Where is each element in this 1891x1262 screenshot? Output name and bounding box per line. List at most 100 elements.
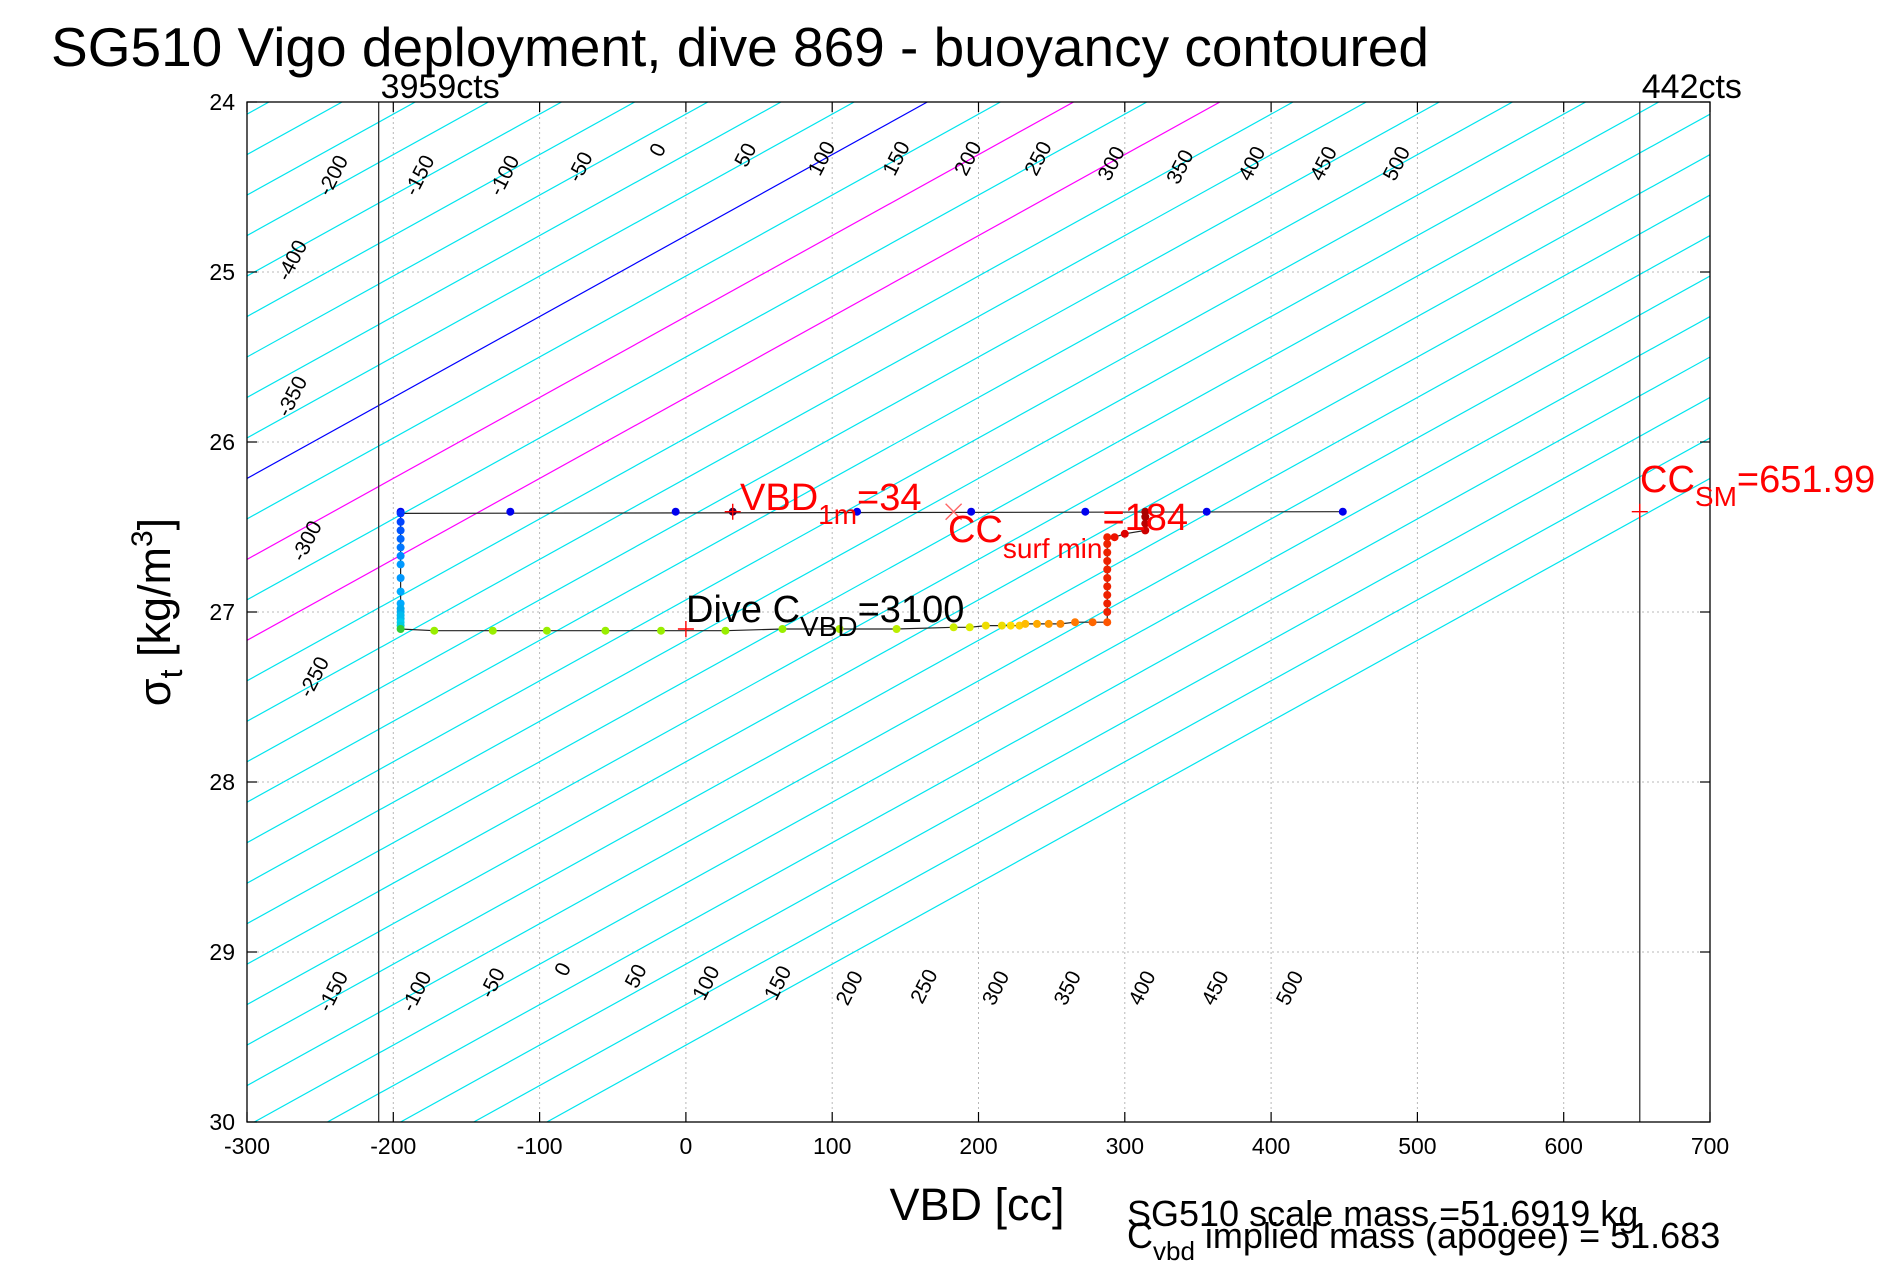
- x-tick-label: 300: [1106, 1133, 1144, 1159]
- plus-marker: [677, 621, 694, 637]
- contour-line-magenta: [247, 102, 1074, 561]
- plus-marker: [724, 503, 741, 520]
- contour-line-magenta: [247, 102, 1221, 642]
- reference-line-label: 3959cts: [381, 68, 500, 106]
- dive-point: [1081, 507, 1090, 516]
- dive-point: [542, 626, 551, 635]
- contour-line: [247, 275, 1710, 1087]
- dive-point: [949, 623, 958, 632]
- dive-point: [965, 623, 974, 632]
- dive-point: [1006, 621, 1015, 630]
- reference-line-label: 442cts: [1642, 68, 1742, 106]
- dive-point: [430, 626, 439, 635]
- x-tick-label: 0: [680, 1133, 693, 1159]
- x-axis-ticks: -300 -200 -100 0 100 200 300 400 500 600 700: [224, 102, 1729, 1159]
- dive-point: [1110, 533, 1119, 542]
- dive-point: [853, 507, 862, 516]
- contour-line: [247, 153, 1710, 965]
- dive-point: [396, 551, 405, 560]
- y-axis-label: σt [kg/m3]: [126, 518, 189, 706]
- contour-line: [247, 194, 1710, 1006]
- contour-lines: [247, 102, 1710, 1122]
- contour-line: [247, 102, 782, 399]
- dive-point: [396, 526, 405, 535]
- dive-point: [1141, 526, 1150, 535]
- contour-line: [247, 113, 1710, 925]
- dive-point: [892, 625, 901, 633]
- dive-points: [396, 507, 1347, 635]
- dive-point: [396, 574, 405, 582]
- contour-line-zero: [247, 102, 928, 480]
- footer-implied-mass: Cvbd implied mass (apogee) = 51.683: [1127, 1215, 1720, 1262]
- dive-point: [1103, 591, 1112, 599]
- dive-point: [396, 543, 405, 552]
- dive-point: [1338, 507, 1347, 516]
- contour-line: [247, 102, 1440, 763]
- dive-point: [967, 507, 976, 516]
- dive-point: [396, 509, 405, 518]
- y-tick-label: 27: [209, 599, 235, 625]
- dive-point: [488, 626, 497, 635]
- dive-point: [396, 517, 405, 526]
- y-tick-label: 28: [209, 769, 235, 795]
- x-tick-label: 700: [1691, 1133, 1729, 1159]
- dive-point: [1103, 548, 1112, 557]
- x-tick-label: 200: [959, 1133, 997, 1159]
- dive-point: [1088, 618, 1097, 627]
- contour-line: [247, 234, 1710, 1046]
- dive-point: [396, 587, 405, 596]
- dive-point: [1103, 557, 1112, 565]
- contour-line: [247, 102, 1513, 803]
- reference-lines: 3959cts 442cts: [378, 68, 1742, 1122]
- contour-line: [473, 437, 1710, 1122]
- markers: [677, 503, 1648, 637]
- chart-title: SG510 Vigo deployment, dive 869 - buoyan…: [51, 16, 1429, 78]
- dive-point: [396, 625, 405, 633]
- contour-line: [327, 356, 1710, 1122]
- x-tick-label: 100: [813, 1133, 851, 1159]
- contour-line: [247, 102, 1001, 520]
- dive-point: [1141, 519, 1150, 528]
- dive-point: [1120, 529, 1129, 538]
- x-tick-label: 400: [1252, 1133, 1290, 1159]
- contour-line: [247, 102, 709, 358]
- y-tick-label: 26: [209, 429, 235, 455]
- dive-point: [1033, 619, 1042, 628]
- contour-line: [247, 102, 1367, 722]
- dive-point: [1103, 608, 1112, 616]
- vbd-1m-annotation: VBD1m=34: [740, 477, 922, 530]
- dive-point: [1202, 507, 1211, 516]
- contour-line: [400, 396, 1710, 1122]
- dive-point: [1071, 618, 1080, 627]
- contour-line: [247, 102, 1148, 601]
- grid-lines: [247, 102, 1710, 1122]
- dive-point: [1056, 619, 1065, 628]
- dive-point: [1103, 599, 1112, 608]
- dive-point: [506, 507, 515, 516]
- dive-point: [997, 621, 1006, 630]
- cc-surf-min-annotation: CCsurf min=184: [948, 497, 1188, 564]
- dive-point: [671, 507, 680, 516]
- dive-point: [396, 534, 405, 543]
- contour-line: [546, 477, 1710, 1122]
- dive-point: [981, 621, 990, 630]
- x-tick-label: -100: [517, 1133, 563, 1159]
- dive-c-vbd-annotation: Dive CVBD=3100: [686, 589, 964, 642]
- contour-line: [254, 315, 1710, 1122]
- footer-scale-mass: SG510 scale mass =51.6919 kg: [1127, 1193, 1638, 1234]
- dive-point: [778, 625, 787, 633]
- x-tick-label: -200: [370, 1133, 416, 1159]
- x-tick-label: -300: [224, 1133, 270, 1159]
- dive-point: [1021, 619, 1030, 628]
- dive-point: [1103, 540, 1112, 548]
- contour-line: [247, 102, 635, 318]
- x-tick-label: 600: [1545, 1133, 1583, 1159]
- x-tick-label: 500: [1398, 1133, 1436, 1159]
- dive-point: [1103, 533, 1112, 542]
- contour-line: [247, 102, 1660, 884]
- y-tick-label: 24: [209, 89, 235, 115]
- dive-point: [657, 626, 666, 635]
- dive-point: [396, 560, 405, 569]
- upper-path-line: [400, 511, 1343, 515]
